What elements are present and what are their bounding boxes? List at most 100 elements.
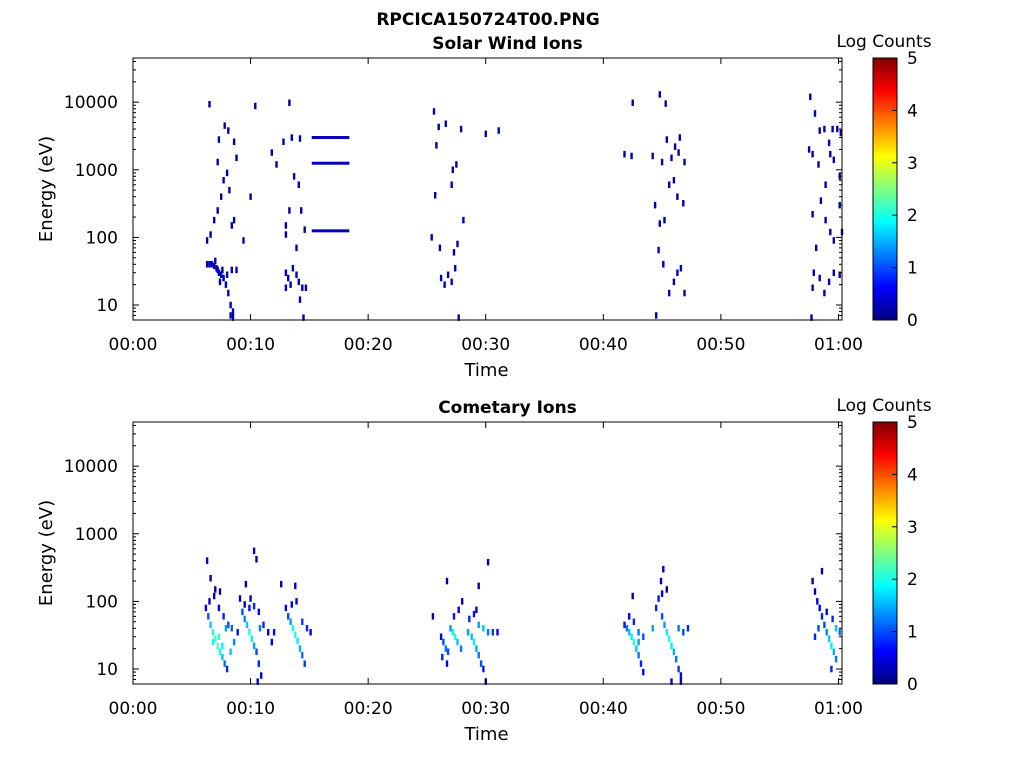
- spectrogram-cell: [657, 246, 660, 254]
- spectrogram-cell: [477, 621, 480, 629]
- spectrogram-cell: [486, 629, 490, 636]
- spectrogram-cell: [209, 621, 212, 629]
- spectrogram-cell: [830, 642, 833, 650]
- spectrogram-cell: [223, 122, 226, 129]
- spectrogram-cell: [817, 161, 820, 168]
- spectrogram-cell: [496, 629, 499, 636]
- spectrogram-cell: [211, 638, 215, 646]
- spectrogram-cell: [294, 582, 297, 590]
- spectrogram-cell: [672, 278, 676, 286]
- spectrogram-cell: [205, 261, 209, 268]
- spectrogram-cell: [662, 565, 665, 573]
- spectrogram-cell: [679, 678, 683, 685]
- spectrogram-cell: [252, 602, 256, 610]
- spectrogram-cell: [468, 615, 471, 623]
- spectrogram-cell: [248, 629, 251, 636]
- spectrogram-cell: [472, 638, 476, 646]
- spectrogram-cell: [454, 265, 457, 272]
- spectrogram-cell: [670, 678, 673, 685]
- spectrogram-cell: [250, 635, 253, 642]
- spectrogram-cell: [298, 645, 302, 652]
- spectrogram-cell: [818, 274, 821, 282]
- spectrogram-cell: [242, 237, 245, 244]
- spectrogram-cell: [827, 635, 831, 642]
- spectrogram-cell: [813, 110, 817, 117]
- spectrogram-cell: [651, 625, 654, 632]
- spectrogram-cell: [220, 193, 223, 200]
- spectrogram-cell: [221, 653, 224, 661]
- spectrogram-cell: [670, 154, 673, 162]
- spectrogram-cell: [628, 629, 631, 636]
- spectrogram-cell: [452, 613, 456, 620]
- cometary-ions-panel: 00:00 00:10 00:20 00:30 00:40 00:50 01:0010100…: [36, 396, 932, 745]
- spectrogram-cell: [807, 146, 811, 153]
- x-axis-label: Time: [463, 360, 508, 381]
- spectrogram-cell: [632, 638, 636, 646]
- spectrogram-cell: [664, 100, 667, 107]
- spectrogram-cell: [817, 625, 820, 632]
- spectrogram-cell: [442, 638, 445, 646]
- spectrogram-cell: [445, 660, 449, 667]
- plot-frame: [132, 57, 843, 321]
- spectrogram-cell: [668, 635, 671, 642]
- spectrogram-cell: [655, 604, 658, 612]
- x-tick-label: 00:10: [226, 335, 275, 355]
- spectrogram-cell: [249, 595, 252, 602]
- spectrogram-cell: [257, 660, 260, 667]
- spectrogram-cell: [225, 271, 229, 278]
- spectrogram-cell: [639, 660, 643, 667]
- spectrogram-cell: [823, 621, 826, 629]
- spectrogram-cell: [823, 289, 826, 297]
- spectrogram-cell: [292, 173, 296, 180]
- spectrogram-cell: [631, 592, 634, 600]
- spectrogram-cell: [232, 216, 236, 224]
- spectrogram-cell: [676, 193, 679, 200]
- spectrogram-cell: [214, 257, 217, 265]
- spectrogram-cell: [477, 651, 480, 659]
- spectrogram-cell: [670, 642, 673, 650]
- spectrogram-cell: [838, 271, 841, 278]
- spectrogram-cell: [297, 181, 300, 188]
- spectrogram-cell: [287, 274, 290, 282]
- spectrogram-cell: [672, 177, 676, 184]
- spectrogram-cell: [225, 665, 229, 673]
- spectrogram-cell: [255, 648, 258, 655]
- colorbar-tick-label: 3: [907, 154, 918, 174]
- x-tick-label: 00:00: [109, 699, 158, 719]
- spectrogram-cell: [475, 606, 478, 614]
- spectrogram-cell: [630, 633, 633, 640]
- spectrogram-cell: [466, 629, 470, 636]
- spectrogram-cell: [284, 269, 288, 276]
- spectrogram-cell: [811, 577, 814, 585]
- spectrogram-cell: [222, 177, 225, 184]
- x-tick-label: 00:00: [109, 335, 158, 355]
- spectrogram-cell: [217, 604, 221, 612]
- spectrogram-cell: [290, 134, 293, 141]
- spectrogram-cell: [660, 158, 664, 166]
- spectrogram-cell: [229, 312, 232, 319]
- colorbar-tick-label: 5: [907, 413, 918, 433]
- spectrogram-cell: [820, 567, 824, 575]
- colorbar-tick-label: 4: [907, 101, 918, 121]
- y-tick-label: 1000: [75, 161, 118, 181]
- spectrogram-cell: [232, 138, 236, 145]
- spectrogram-cell: [258, 625, 262, 632]
- spectrogram-cell: [260, 672, 263, 679]
- spectrogram-cell: [216, 158, 219, 166]
- spectrogram-cell: [663, 216, 666, 224]
- chart-title: Cometary Ions: [438, 398, 577, 418]
- spectrogram-cell: [653, 201, 657, 209]
- spectrogram-cell: [477, 582, 480, 590]
- spectrogram-cell: [218, 278, 222, 286]
- spectrogram-cell: [657, 595, 660, 602]
- spectrogram-cell: [252, 547, 256, 555]
- spectrogram-cell: [257, 608, 260, 616]
- spectrogram-cell: [298, 296, 302, 303]
- spectrogram-cell: [830, 665, 833, 673]
- spectrogram-cell: [243, 601, 246, 608]
- spectrogram-cell: [665, 586, 668, 593]
- spectrogram-cell: [444, 645, 447, 652]
- spectrogram-cell: [635, 645, 638, 652]
- colorbar-tick-label: 3: [907, 518, 918, 538]
- spectrogram-cell: [295, 598, 298, 605]
